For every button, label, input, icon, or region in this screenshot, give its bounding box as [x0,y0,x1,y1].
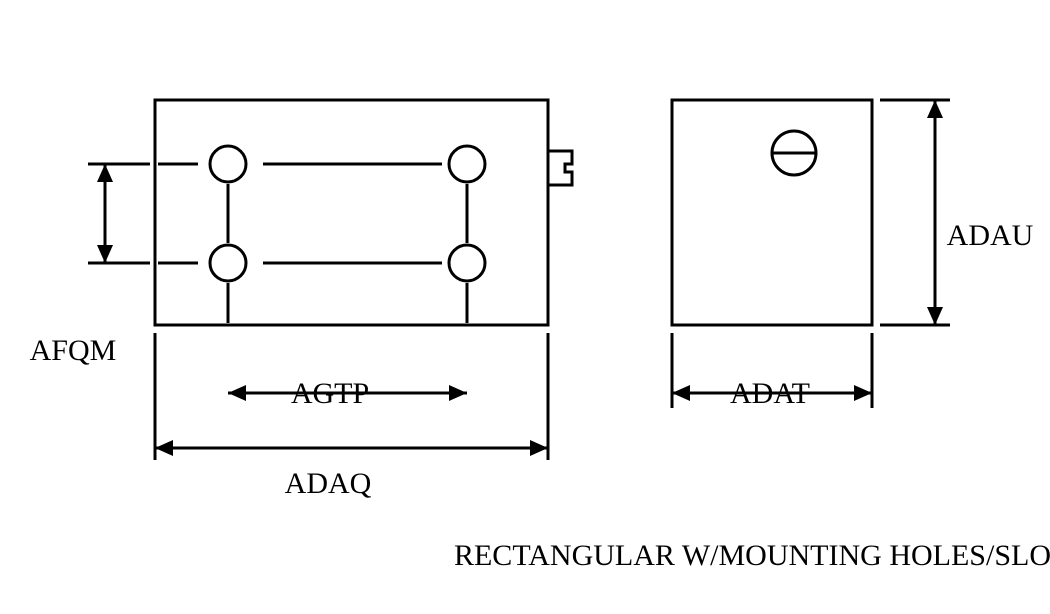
left-body-rect [155,100,548,325]
diagram-canvas: AFQM AGTP ADAQ ADAU ADAT RECTANGULAR W/MOUNTI… [0,0,1050,614]
mounting-hole-3 [449,245,485,281]
left-notch [548,151,572,185]
mounting-hole-0 [210,146,246,182]
label-adat: ADAT [730,377,810,410]
label-adau: ADAU [947,219,1034,252]
dim-afqm-arr-t [97,164,113,182]
dim-adau-arr-b [927,307,943,325]
dim-adat-arr-r [854,385,872,401]
mounting-hole-1 [210,245,246,281]
dim-agtp-arr-r [449,385,467,401]
dim-adau-arr-t [927,100,943,118]
dim-adaq-arr-r [530,440,548,456]
mounting-hole-2 [449,146,485,182]
label-afqm: AFQM [30,334,117,367]
label-agtp: AGTP [291,377,369,410]
dim-adaq-arr-l [155,440,173,456]
label-adaq: ADAQ [285,467,372,500]
right-body-rect [672,100,872,325]
caption-text: RECTANGULAR W/MOUNTING HOLES/SLOTS [454,539,1050,572]
dim-adat-arr-l [672,385,690,401]
dim-agtp-arr-l [228,385,246,401]
dim-afqm-arr-b [97,245,113,263]
